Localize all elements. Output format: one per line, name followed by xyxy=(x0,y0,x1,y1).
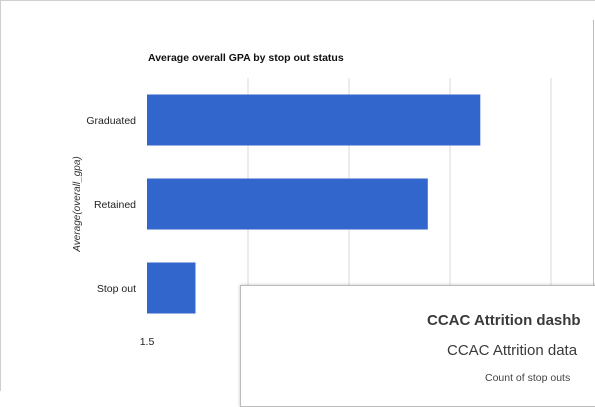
dashboard-subtitle: CCAC Attrition data xyxy=(447,342,578,359)
category-labels: Graduated Retained Stop out xyxy=(86,115,136,295)
dashboard-popup[interactable]: CCAC Attrition dashb CCAC Attrition data… xyxy=(240,285,595,407)
x-tick-labels: 1.5 xyxy=(140,336,155,348)
bar[interactable] xyxy=(147,262,196,314)
chart-title: Average overall GPA by stop out status xyxy=(148,52,344,64)
category-label: Stop out xyxy=(97,283,136,295)
category-label: Graduated xyxy=(86,115,136,127)
panel-divider xyxy=(593,20,594,391)
x-tick-label: 1.5 xyxy=(140,336,155,348)
dashboard-title: CCAC Attrition dashb xyxy=(427,312,581,329)
chart-panel xyxy=(0,0,595,391)
bars xyxy=(147,94,481,314)
category-label: Retained xyxy=(94,199,136,211)
dashboard-caption: Count of stop outs xyxy=(485,372,571,384)
bar[interactable] xyxy=(147,178,428,230)
bar-chart: Graduated Retained Stop out 1.5 Average(ov… xyxy=(72,78,552,348)
bar[interactable] xyxy=(147,94,481,146)
y-axis-label: Average(overall_gpa) xyxy=(72,156,83,252)
